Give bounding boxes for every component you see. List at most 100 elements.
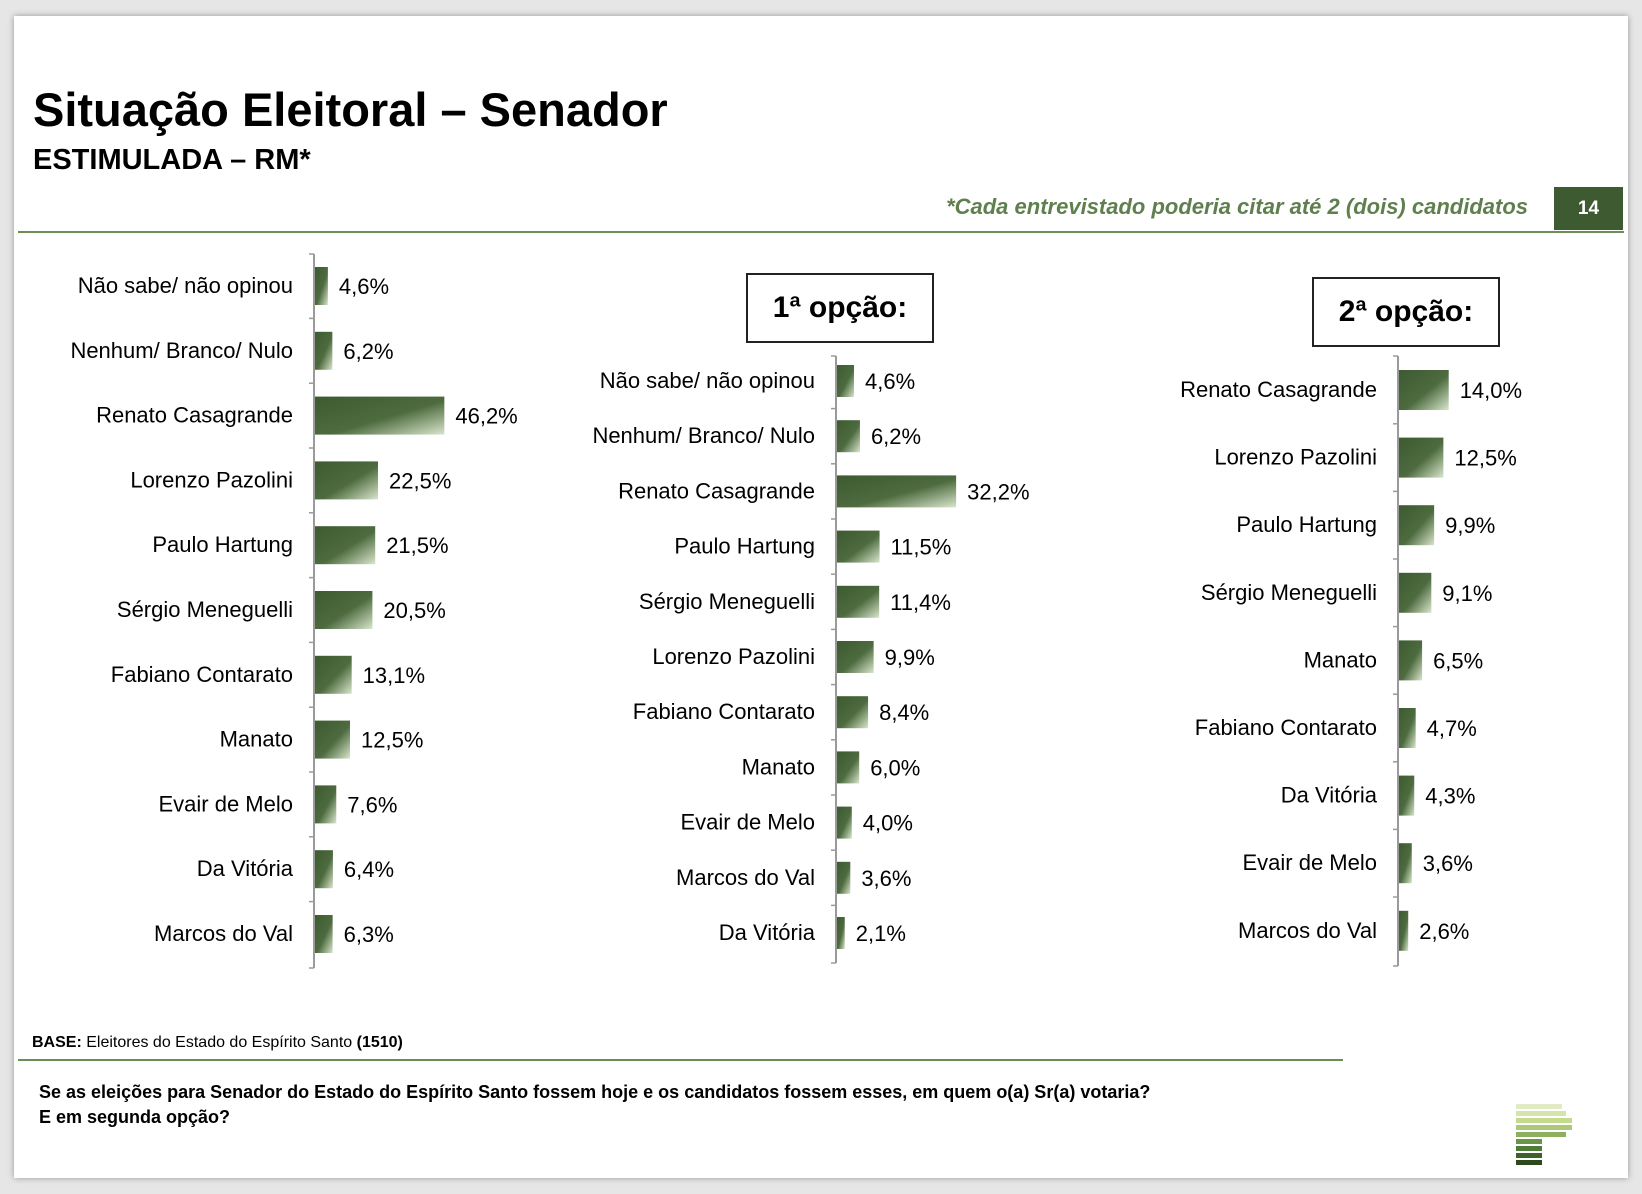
second-option-label: 2ª opção:: [1338, 295, 1474, 328]
data-label: 6,2%: [871, 424, 921, 449]
bar: [1399, 910, 1409, 951]
bar: [1399, 437, 1444, 478]
category-label: Manato: [1304, 647, 1377, 672]
bar: [315, 461, 378, 500]
category-label: Fabiano Contarato: [111, 662, 293, 687]
bar: [1399, 775, 1415, 816]
question-line-1: Se as eleições para Senador do Estado do…: [39, 1082, 1151, 1102]
footer-divider: [18, 1059, 1343, 1061]
bar: [837, 917, 845, 949]
data-label: 12,5%: [1454, 446, 1516, 471]
data-label: 9,9%: [885, 645, 935, 670]
bar: [315, 720, 350, 759]
bar-charts: Não sabe/ não opinou 4,6% Nenhum/ Branco/ …: [70, 253, 1522, 969]
data-label: 9,9%: [1445, 513, 1495, 538]
data-label: 4,0%: [863, 811, 913, 836]
data-label: 6,5%: [1433, 648, 1483, 673]
bar: [315, 850, 333, 889]
category-label: Não sabe/ não opinou: [600, 368, 815, 393]
bar: [837, 475, 957, 508]
category-label: Paulo Hartung: [674, 534, 815, 559]
bar: [837, 530, 880, 563]
bar: [315, 591, 373, 629]
first-option-label: 1ª opção:: [772, 291, 908, 324]
category-label: Marcos do Val: [676, 865, 815, 890]
bar: [1399, 640, 1423, 681]
data-label: 14,0%: [1460, 378, 1522, 403]
category-label: Lorenzo Pazolini: [652, 644, 815, 669]
data-label: 2,1%: [856, 921, 906, 946]
category-label: Evair de Melo: [1242, 850, 1377, 875]
category-label: Fabiano Contarato: [633, 699, 815, 724]
data-label: 11,5%: [891, 535, 952, 560]
data-label: 6,3%: [344, 922, 394, 947]
data-label: 4,3%: [1425, 784, 1475, 809]
data-label: 9,1%: [1442, 581, 1492, 606]
base-count: (1510): [356, 1034, 403, 1051]
category-label: Marcos do Val: [154, 921, 293, 946]
category-label: Não sabe/ não opinou: [78, 273, 293, 298]
data-label: 46,2%: [455, 404, 517, 429]
bar: [315, 526, 376, 565]
category-label: Da Vitória: [197, 856, 294, 881]
question-line-2: E em segunda opção?: [39, 1107, 231, 1127]
bar: [315, 915, 333, 953]
data-label: 20,5%: [383, 598, 445, 623]
category-label: Lorenzo Pazolini: [1214, 445, 1377, 470]
category-label: Da Vitória: [1281, 783, 1378, 808]
company-logo: [1516, 1104, 1572, 1165]
data-label: 7,6%: [347, 792, 397, 817]
citation-note: *Cada entrevistado poderia citar até 2 (…: [946, 194, 1528, 219]
category-label: Sérgio Meneguelli: [117, 597, 293, 622]
category-label: Renato Casagrande: [618, 478, 815, 503]
data-label: 8,4%: [879, 700, 929, 725]
bar: [837, 696, 869, 729]
data-label: 3,6%: [861, 866, 911, 891]
category-label: Paulo Hartung: [152, 532, 293, 557]
data-label: 4,6%: [865, 369, 915, 394]
data-label: 4,6%: [339, 274, 389, 299]
bar: [315, 396, 445, 435]
bar: [1399, 572, 1432, 613]
charts-area: Não sabe/ não opinou 4,6% Nenhum/ Branco/ …: [14, 16, 1628, 1178]
category-label: Renato Casagrande: [96, 403, 293, 428]
bar: [1399, 843, 1412, 884]
category-label: Renato Casagrande: [1180, 377, 1377, 402]
category-label: Manato: [220, 727, 293, 752]
category-label: Nenhum/ Branco/ Nulo: [592, 423, 815, 448]
category-label: Manato: [742, 754, 815, 779]
category-label: Fabiano Contarato: [1195, 715, 1377, 740]
slide: Situação Eleitoral – Senador ESTIMULADA …: [14, 16, 1628, 1178]
header-divider: [18, 231, 1624, 233]
data-label: 32,2%: [967, 479, 1029, 504]
data-label: 13,1%: [363, 663, 425, 688]
category-label: Da Vitória: [719, 920, 816, 945]
bar: [315, 655, 352, 694]
base-label: BASE:: [32, 1034, 82, 1051]
category-label: Evair de Melo: [158, 791, 293, 816]
bar: [837, 365, 855, 397]
data-label: 11,4%: [890, 590, 951, 615]
category-label: Lorenzo Pazolini: [130, 467, 293, 492]
survey-question: Se as eleições para Senador do Estado do…: [39, 1080, 1150, 1130]
data-label: 6,4%: [344, 857, 394, 882]
bar: [1399, 505, 1435, 546]
bar: [837, 585, 880, 618]
data-label: 21,5%: [386, 533, 448, 558]
base-text: Eleitores do Estado do Espírito Santo: [86, 1034, 353, 1051]
data-label: 6,2%: [343, 339, 393, 364]
first-option-box: 1ª opção:: [746, 273, 934, 343]
data-label: 6,0%: [870, 755, 920, 780]
bar: [837, 751, 860, 784]
category-label: Marcos do Val: [1238, 918, 1377, 943]
data-label: 12,5%: [361, 728, 423, 753]
bar: [315, 785, 337, 824]
category-label: Nenhum/ Branco/ Nulo: [70, 338, 293, 363]
category-label: Sérgio Meneguelli: [1201, 580, 1377, 605]
page-number-badge: 14: [1554, 187, 1623, 230]
category-label: Sérgio Meneguelli: [639, 589, 815, 614]
data-label: 22,5%: [389, 468, 451, 493]
bar: [837, 861, 851, 894]
category-label: Paulo Hartung: [1236, 512, 1377, 537]
bar: [1399, 370, 1449, 410]
